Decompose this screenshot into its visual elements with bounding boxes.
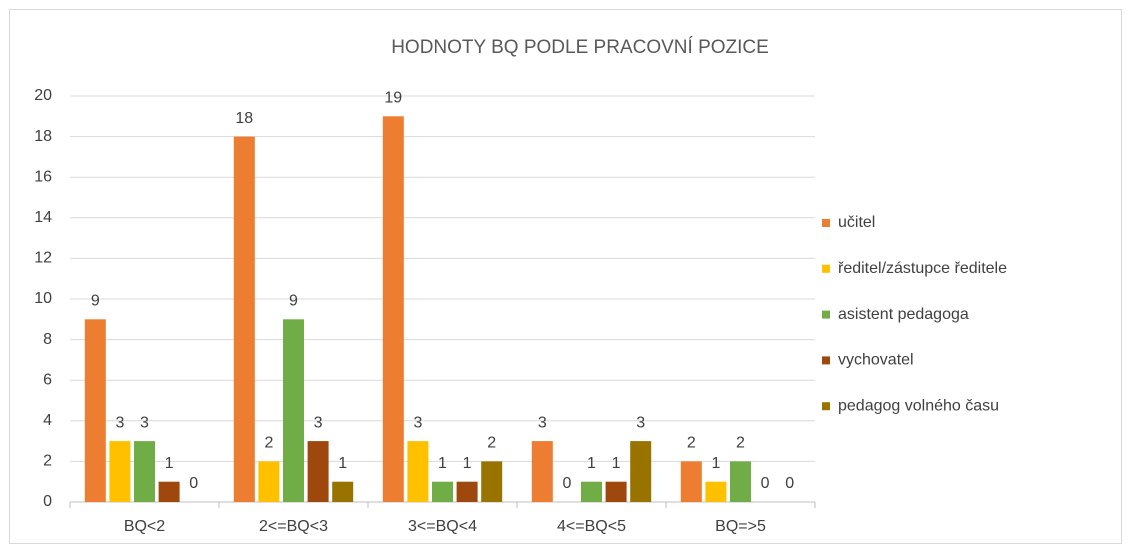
chart-border xyxy=(9,9,1122,544)
bar xyxy=(605,481,627,502)
x-tick-label: BQ<2 xyxy=(124,518,165,535)
x-tick-label: 4<=BQ<5 xyxy=(557,518,626,535)
bar xyxy=(456,481,478,502)
bar xyxy=(382,116,404,503)
y-tick-label: 12 xyxy=(34,250,52,267)
legend-swatch xyxy=(822,356,830,365)
bar xyxy=(730,461,751,502)
y-tick-label: 18 xyxy=(34,128,52,145)
y-tick-label: 14 xyxy=(34,209,52,226)
data-label: 3 xyxy=(538,414,547,431)
data-label: 3 xyxy=(115,414,124,431)
bar xyxy=(233,136,255,502)
data-label: 1 xyxy=(587,455,596,472)
data-label: 9 xyxy=(289,293,298,310)
bar xyxy=(481,461,503,502)
data-label: 19 xyxy=(384,90,402,107)
legend-label: ředitel/zástupce ředitele xyxy=(838,260,1007,277)
data-label: 0 xyxy=(562,475,571,492)
data-label: 0 xyxy=(761,475,770,492)
data-label: 2 xyxy=(736,435,745,452)
data-label: 18 xyxy=(235,110,253,127)
y-tick-label: 2 xyxy=(43,453,52,470)
bar xyxy=(680,461,702,502)
bar xyxy=(258,461,280,502)
bar xyxy=(630,441,652,502)
bar xyxy=(109,441,131,502)
data-label: 1 xyxy=(612,455,621,472)
bar xyxy=(432,481,453,502)
data-label: 1 xyxy=(338,455,347,472)
data-label: 2 xyxy=(264,435,273,452)
y-tick-label: 20 xyxy=(34,87,52,104)
bar xyxy=(332,481,354,502)
data-label: 1 xyxy=(463,455,472,472)
bar xyxy=(307,441,329,502)
data-label: 0 xyxy=(785,475,794,492)
y-tick-label: 0 xyxy=(43,493,52,510)
data-label: 3 xyxy=(140,414,149,431)
legend-swatch xyxy=(822,310,830,319)
x-tick-label: 2<=BQ<3 xyxy=(259,518,328,535)
bar xyxy=(134,441,155,502)
data-label: 3 xyxy=(314,414,323,431)
data-label: 1 xyxy=(438,455,447,472)
legend-swatch xyxy=(822,264,830,273)
y-tick-label: 4 xyxy=(43,412,52,429)
legend-swatch xyxy=(822,402,830,411)
bar xyxy=(84,319,106,502)
data-label: 0 xyxy=(189,475,198,492)
legend-label: vychovatel xyxy=(838,352,914,369)
data-label: 3 xyxy=(413,414,422,431)
data-label: 1 xyxy=(711,455,720,472)
bar xyxy=(407,441,429,502)
data-label: 1 xyxy=(165,455,174,472)
data-label: 2 xyxy=(687,435,696,452)
data-label: 2 xyxy=(487,435,496,452)
y-tick-label: 6 xyxy=(43,371,52,388)
bar xyxy=(531,441,553,502)
bar xyxy=(581,481,602,502)
y-tick-label: 8 xyxy=(43,331,52,348)
x-tick-label: 3<=BQ<4 xyxy=(408,518,477,535)
bar xyxy=(705,481,727,502)
legend-label: učitel xyxy=(838,214,875,231)
data-label: 3 xyxy=(636,414,645,431)
legend-label: pedagog volného času xyxy=(838,397,999,414)
y-tick-label: 10 xyxy=(34,290,52,307)
data-label: 9 xyxy=(91,293,100,310)
x-tick-label: BQ=>5 xyxy=(715,518,766,535)
bar xyxy=(158,481,180,502)
chart-title: HODNOTY BQ PODLE PRACOVNÍ POZICE xyxy=(391,37,769,58)
legend-label: asistent pedagoga xyxy=(838,306,969,323)
y-tick-label: 16 xyxy=(34,168,52,185)
legend-swatch xyxy=(822,219,830,227)
bar xyxy=(283,319,304,502)
